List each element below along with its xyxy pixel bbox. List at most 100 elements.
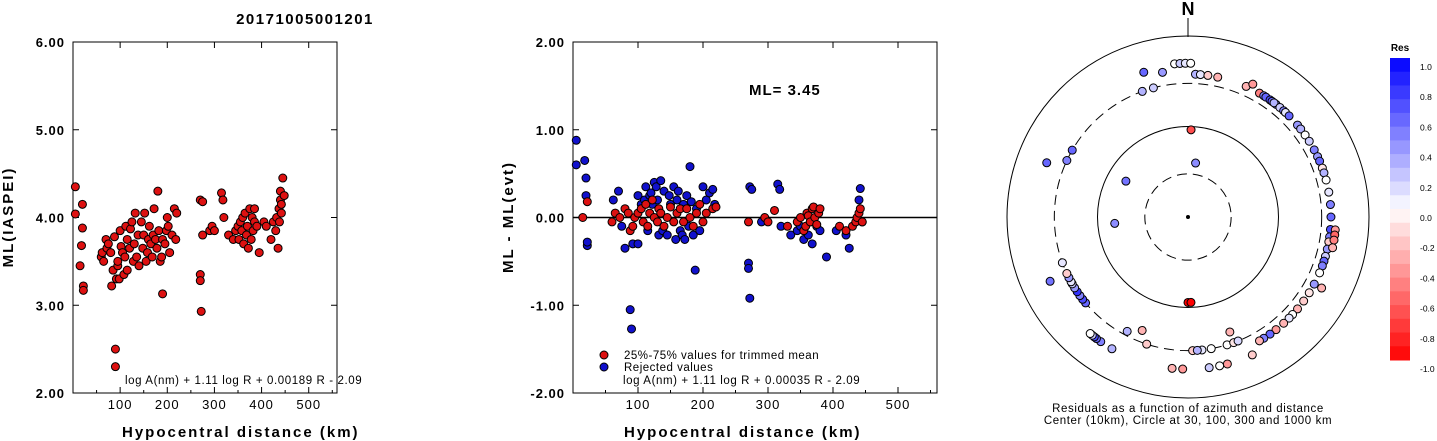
data-point: [198, 230, 208, 240]
station-marker: [1186, 297, 1196, 307]
trimmed-point: [744, 217, 753, 227]
colorbar-cell: [1390, 305, 1410, 320]
trimmed-point: [812, 220, 822, 230]
colorbar-cell: [1390, 58, 1410, 73]
station-marker: [1326, 212, 1336, 222]
data-points: [70, 173, 289, 372]
data-point: [196, 306, 206, 316]
caption-line-2: Center (10km), Circle at 30, 100, 300 an…: [1044, 415, 1332, 427]
rejected-point: [671, 234, 681, 244]
station-marker: [1254, 336, 1264, 346]
ring-300km: [1053, 82, 1323, 352]
data-point: [147, 252, 157, 262]
data-point: [132, 252, 142, 262]
trimmed-point: [628, 221, 638, 231]
station-residuals: [1042, 58, 1340, 374]
data-point: [103, 239, 113, 249]
station-marker: [1222, 359, 1232, 369]
rejected-point: [855, 184, 865, 194]
x-tick-label: 300: [756, 397, 781, 412]
x-axis-label: Hypocentral distance (km): [624, 424, 862, 441]
colorbar-tick-label: 0.0: [1420, 213, 1432, 223]
rejected-point: [614, 186, 623, 196]
rejected-point: [682, 191, 692, 201]
trimmed-point: [669, 217, 679, 227]
trimmed-point: [666, 202, 675, 212]
data-point: [152, 243, 162, 253]
station-marker: [1121, 176, 1131, 186]
colorbar-cell: [1390, 346, 1410, 361]
y-tick-label: -2.00: [530, 386, 565, 401]
colorbar-cell: [1390, 140, 1410, 155]
chart-residual-polar-map: N Residuals as a function of azimuth and…: [1006, 0, 1370, 427]
station-marker: [1142, 339, 1152, 349]
rejected-point: [680, 234, 690, 244]
station-marker: [1122, 326, 1132, 336]
station-marker: [1304, 288, 1314, 298]
station-marker: [1309, 279, 1319, 289]
station-marker: [1284, 111, 1294, 121]
ring-30km: [1144, 173, 1232, 261]
trimmed-point: [578, 213, 588, 222]
colorbar-title: Res: [1391, 43, 1410, 54]
station-marker: [1300, 130, 1310, 140]
trimmed-point: [582, 197, 592, 207]
station-marker: [1206, 344, 1216, 354]
trimmed-point: [701, 208, 711, 218]
colorbar-cell: [1390, 263, 1410, 279]
rejected-point: [807, 239, 817, 249]
y-axis: -2.00 -1.00 0.00 1.00 2.00: [530, 35, 937, 401]
data-point: [149, 204, 159, 214]
data-point: [70, 182, 80, 192]
data-point: [243, 243, 253, 253]
data-point: [106, 248, 116, 258]
trimmed-point: [695, 199, 705, 209]
data-point: [158, 289, 168, 299]
trimmed-point: [653, 217, 662, 227]
data-point: [127, 217, 137, 227]
rejected-point: [582, 237, 592, 247]
data-point: [110, 362, 120, 372]
data-point: [162, 213, 172, 222]
plot-frame: [72, 41, 338, 394]
rejected-point: [844, 243, 854, 253]
data-point: [109, 232, 119, 242]
figure-title: 20171005001201: [236, 11, 374, 28]
data-point: [276, 199, 286, 209]
station-marker: [1178, 364, 1188, 374]
station-marker: [1157, 67, 1167, 77]
colorbar-cell: [1390, 332, 1410, 347]
data-point: [218, 195, 228, 205]
data-point: [140, 208, 150, 218]
rejected-point: [627, 324, 636, 334]
station-marker: [1279, 318, 1289, 328]
colorbar-cell: [1390, 71, 1410, 86]
trimmed-point: [641, 199, 651, 209]
data-point: [271, 226, 281, 236]
colorbar-cell: [1390, 318, 1410, 334]
legend-trimmed-label: 25%-75% values for trimmed mean: [624, 350, 819, 362]
trimmed-point: [770, 205, 779, 215]
rejected-point: [775, 184, 785, 194]
chart-residual-vs-distance: 100 200 300 400 500 -2.00 -1.00 0.00 1.00 2.00 M…: [500, 35, 938, 441]
colorbar-tick-label: -1.0: [1420, 364, 1435, 374]
station-marker: [1213, 72, 1223, 82]
data-point: [141, 256, 151, 266]
station-marker: [1137, 325, 1147, 335]
formula-label: log A(nm) + 1.11 log R + 0.00035 R - 2.0…: [623, 375, 860, 387]
data-point: [144, 221, 154, 231]
rejected-point: [581, 173, 591, 183]
station-marker: [1067, 145, 1077, 155]
station-marker: [1315, 268, 1325, 278]
station-marker: [1233, 336, 1243, 346]
station-marker: [1247, 350, 1257, 360]
x-tick-label: 500: [296, 397, 321, 412]
data-point: [134, 261, 144, 271]
x-axis-label: Hypocentral distance (km): [122, 424, 360, 441]
y-axis-label: ML(IASPEI): [0, 167, 17, 268]
rejected-point: [580, 155, 590, 165]
data-point: [266, 234, 276, 244]
colorbar-cell: [1390, 291, 1410, 306]
station-marker: [1293, 304, 1303, 314]
colorbar-cell: [1390, 236, 1410, 251]
